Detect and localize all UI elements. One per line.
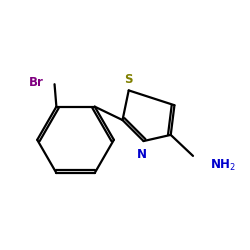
Text: Br: Br bbox=[28, 76, 44, 90]
Text: S: S bbox=[124, 73, 133, 86]
Text: N: N bbox=[137, 148, 147, 162]
Text: NH$_2$: NH$_2$ bbox=[210, 158, 236, 173]
